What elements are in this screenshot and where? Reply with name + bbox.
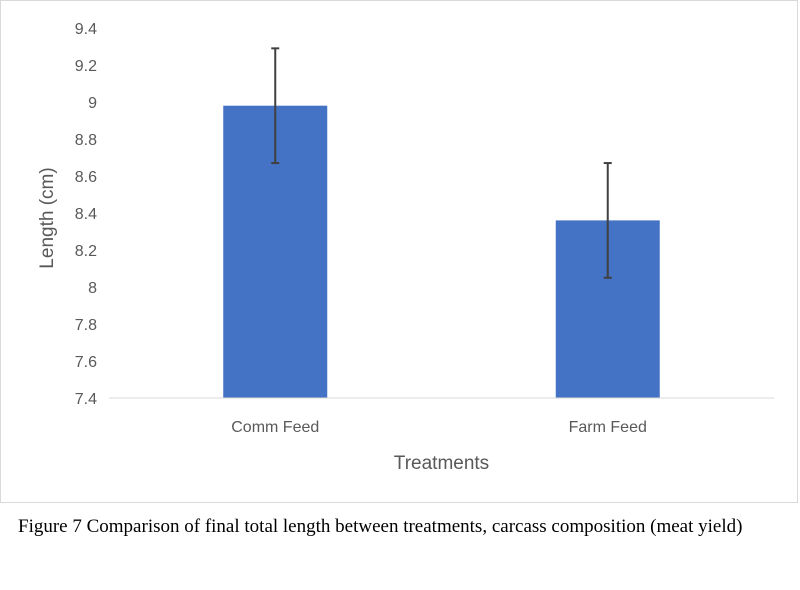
y-tick-label: 9.4: [75, 21, 97, 38]
y-tick-label: 8.6: [75, 169, 97, 186]
y-axis-ticks: 7.4 7.6 7.8 8 8.2 8.4 8.6 8.8 9 9.2 9.4: [75, 21, 97, 408]
x-tick-label: Farm Feed: [569, 419, 647, 436]
bar-chart: 7.4 7.6 7.8 8 8.2 8.4 8.6 8.8 9 9.2 9.4 Comm Feed F…: [37, 21, 774, 474]
y-tick-label: 7.6: [75, 354, 97, 371]
bars: [223, 105, 660, 398]
error-bar: [603, 162, 612, 279]
chart-frame: 7.4 7.6 7.8 8 8.2 8.4 8.6 8.8 9 9.2 9.4 Comm Feed F…: [0, 0, 798, 503]
y-axis-title: Length (cm): [37, 167, 58, 268]
y-tick-label: 8.4: [75, 206, 97, 223]
error-bar: [271, 47, 280, 165]
y-tick-label: 7.4: [75, 391, 97, 408]
error-bars: [271, 47, 612, 279]
y-tick-label: 8.2: [75, 243, 97, 260]
y-tick-label: 7.8: [75, 317, 97, 334]
y-tick-label: 9.2: [75, 58, 97, 75]
figure-caption: Figure 7 Comparison of final total lengt…: [18, 516, 743, 537]
x-tick-label: Comm Feed: [231, 419, 319, 436]
x-axis-title: Treatments: [394, 453, 489, 474]
y-tick-label: 8: [88, 280, 97, 297]
y-tick-label: 8.8: [75, 132, 97, 149]
y-tick-label: 9: [88, 95, 97, 112]
x-axis-ticks: Comm Feed Farm Feed: [231, 419, 647, 436]
